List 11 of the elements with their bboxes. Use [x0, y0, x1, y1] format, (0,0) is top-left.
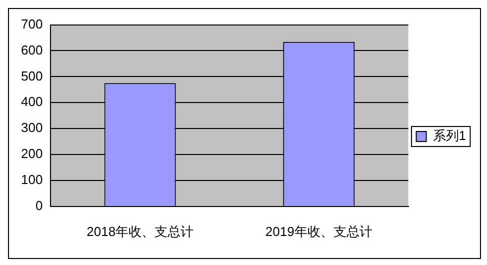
y-tick-label: 0 — [35, 198, 43, 213]
x-tick-label: 2019年收、支总计 — [265, 224, 372, 239]
y-tick-label: 600 — [20, 42, 43, 58]
y-tick-label: 300 — [20, 120, 43, 136]
x-tick-label: 2018年收、支总计 — [86, 224, 194, 239]
y-tick-label: 500 — [20, 68, 43, 84]
legend-label: 系列1 — [432, 128, 466, 144]
y-tick-label: 200 — [20, 146, 43, 162]
y-tick-label: 400 — [20, 94, 43, 110]
y-tick-label: 100 — [20, 172, 43, 188]
y-tick-label: 700 — [20, 16, 43, 32]
